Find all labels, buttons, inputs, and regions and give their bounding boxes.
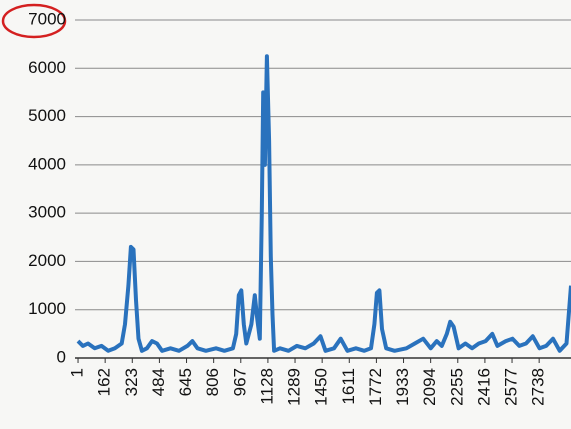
y-tick-label: 5000 — [28, 106, 66, 125]
y-tick-label: 2000 — [28, 251, 66, 270]
x-tick-label: 645 — [176, 368, 195, 396]
y-tick-label: 0 — [57, 347, 66, 366]
y-tick-label: 6000 — [28, 58, 66, 77]
y-tick-label: 4000 — [28, 154, 66, 173]
x-tick-label: 2577 — [502, 368, 521, 406]
x-tick-label: 484 — [149, 368, 168, 396]
x-tick-label: 1 — [68, 368, 87, 377]
x-tick-label: 2255 — [447, 368, 466, 406]
x-tick-label: 162 — [95, 368, 114, 396]
data-line — [76, 54, 571, 353]
y-tick-label: 1000 — [28, 299, 66, 318]
y-tick-label: 7000 — [28, 9, 66, 28]
x-tick-label: 1772 — [366, 368, 385, 406]
x-tick-label: 1933 — [393, 368, 412, 406]
x-tick-label: 1289 — [285, 368, 304, 406]
highlight-circle — [1, 3, 67, 39]
x-tick-label: 1128 — [257, 368, 276, 405]
x-tick-label: 2416 — [474, 368, 493, 406]
x-tick-label: 323 — [122, 368, 141, 396]
x-tick-label: 2738 — [529, 368, 548, 406]
x-tick-label: 806 — [203, 368, 222, 396]
x-tick-label: 2094 — [420, 368, 439, 406]
x-tick-label: 967 — [230, 368, 249, 396]
x-tick-label: 1450 — [312, 368, 331, 406]
y-tick-label: 3000 — [28, 203, 66, 222]
x-tick-label: 1611 — [339, 368, 358, 405]
